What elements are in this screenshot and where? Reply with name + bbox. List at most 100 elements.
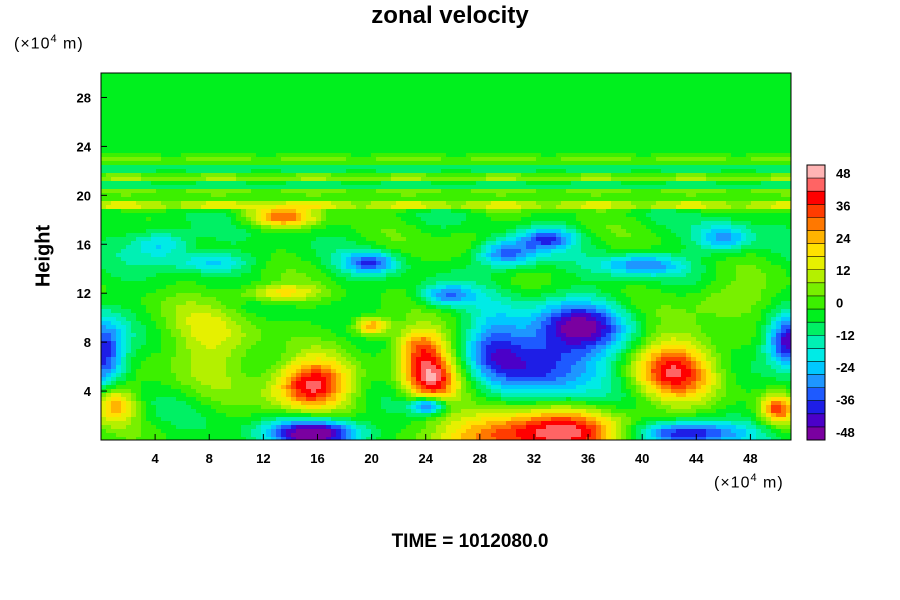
heatmap-cell (436, 205, 442, 210)
heatmap-cell (486, 121, 492, 126)
heatmap-cell (761, 81, 767, 86)
heatmap-cell (306, 141, 312, 146)
heatmap-cell (231, 89, 237, 94)
heatmap-cell (751, 121, 757, 126)
heatmap-cell (366, 189, 372, 194)
heatmap-cell (671, 137, 677, 142)
heatmap-cell (511, 101, 517, 106)
heatmap-cell (661, 77, 667, 82)
heatmap-cell (526, 109, 532, 114)
heatmap-cell (591, 161, 597, 166)
heatmap-cell (536, 173, 542, 178)
heatmap-cell (331, 197, 337, 202)
heatmap-cell (371, 121, 377, 126)
heatmap-cell (406, 105, 412, 110)
heatmap-cell (431, 73, 437, 78)
heatmap-cell (651, 125, 657, 130)
heatmap-cell (726, 89, 732, 94)
heatmap-cell (196, 161, 202, 166)
heatmap-cell (101, 145, 107, 150)
heatmap-cell (501, 81, 507, 86)
heatmap-cell (686, 81, 692, 86)
heatmap-cell (771, 185, 777, 190)
heatmap-cell (766, 177, 772, 182)
heatmap-cell (161, 137, 167, 142)
heatmap-cell (381, 141, 387, 146)
heatmap-cell (446, 213, 452, 218)
heatmap-cell (331, 125, 337, 130)
heatmap-cell (196, 113, 202, 118)
heatmap-cell (351, 169, 357, 174)
heatmap-cell (366, 201, 372, 206)
heatmap-cell (471, 85, 477, 90)
heatmap-cell (766, 133, 772, 138)
heatmap-cell (331, 209, 337, 214)
heatmap-cell (316, 189, 322, 194)
heatmap-cell (411, 197, 417, 202)
heatmap-cell (131, 77, 137, 82)
heatmap-cell (401, 113, 407, 118)
heatmap-cell (156, 113, 162, 118)
heatmap-cell (651, 189, 657, 194)
heatmap-cell (256, 197, 262, 202)
heatmap-cell (201, 173, 207, 178)
heatmap-cell (236, 165, 242, 170)
heatmap-cell (631, 93, 637, 98)
heatmap-cell (376, 121, 382, 126)
heatmap-cell (756, 109, 762, 114)
heatmap-cell (306, 89, 312, 94)
heatmap-cell (201, 105, 207, 110)
heatmap-cell (461, 133, 467, 138)
heatmap-cell (446, 161, 452, 166)
heatmap-cell (676, 125, 682, 130)
heatmap-cell (391, 177, 397, 182)
heatmap-cell (686, 177, 692, 182)
heatmap-cell (421, 153, 427, 158)
heatmap-cell (306, 81, 312, 86)
heatmap-cell (136, 161, 142, 166)
heatmap-cell (401, 197, 407, 202)
heatmap-cell (481, 137, 487, 142)
heatmap-cell (186, 213, 192, 218)
heatmap-cell (186, 173, 192, 178)
heatmap-cell (571, 145, 577, 150)
heatmap-cell (601, 193, 607, 198)
heatmap-cell (116, 109, 122, 114)
heatmap-cell (431, 169, 437, 174)
heatmap-cell (266, 105, 272, 110)
heatmap-cell (596, 93, 602, 98)
heatmap-cell (411, 157, 417, 162)
heatmap-cell (401, 213, 407, 218)
heatmap-cell (106, 137, 112, 142)
heatmap-cell (181, 97, 187, 102)
heatmap-cell (236, 81, 242, 86)
heatmap-cell (286, 133, 292, 138)
heatmap-cell (286, 105, 292, 110)
heatmap-cell (706, 209, 712, 214)
heatmap-cell (396, 201, 402, 206)
heatmap-cell (566, 109, 572, 114)
heatmap-cell (356, 185, 362, 190)
heatmap-cell (371, 89, 377, 94)
heatmap-cell (256, 125, 262, 130)
heatmap-cell (226, 213, 232, 218)
heatmap-cell (616, 157, 622, 162)
heatmap-cell (761, 73, 767, 78)
heatmap-cell (271, 197, 277, 202)
heatmap-cell (156, 197, 162, 202)
heatmap-cell (296, 157, 302, 162)
heatmap-cell (446, 153, 452, 158)
heatmap-cell (326, 109, 332, 114)
heatmap-cell (381, 213, 387, 218)
heatmap-cell (651, 133, 657, 138)
heatmap-cell (181, 133, 187, 138)
heatmap-cell (631, 185, 637, 190)
heatmap-cell (691, 157, 697, 162)
heatmap-cell (236, 117, 242, 122)
heatmap-cell (441, 97, 447, 102)
heatmap-cell (196, 77, 202, 82)
heatmap-cell (666, 113, 672, 118)
heatmap-cell (226, 105, 232, 110)
heatmap-cell (151, 197, 157, 202)
heatmap-cell (271, 177, 277, 182)
